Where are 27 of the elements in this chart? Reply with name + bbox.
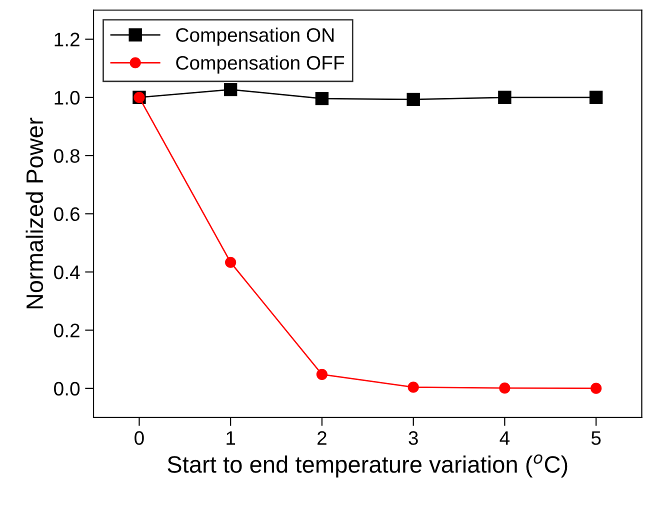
legend-label: Compensation OFF <box>176 55 344 74</box>
legend-label: Compensation ON <box>176 28 334 46</box>
x-tick-label: 5 <box>591 431 601 445</box>
point <box>408 382 419 393</box>
point <box>589 90 603 104</box>
x-tick-label: 2 <box>318 431 326 445</box>
y-axis-title: Normalized Power <box>26 118 44 308</box>
point <box>590 382 602 394</box>
point <box>316 368 328 380</box>
y-tick-label: 1.0 <box>54 90 80 105</box>
x-tick-label: 0 <box>134 431 144 445</box>
y-tick-label: 0.2 <box>54 324 80 338</box>
point <box>498 90 512 104</box>
x-axis-title: Start to end temperature variation ($^{o}$C) <box>168 454 568 478</box>
x-tick-label: 4 <box>500 431 510 445</box>
y-tick-label: 0.8 <box>54 149 80 163</box>
point <box>406 92 420 106</box>
y-tick-label: 1.2 <box>54 32 80 46</box>
x-tick-label: 1 <box>226 431 236 445</box>
point <box>224 82 238 96</box>
point <box>225 256 236 268</box>
x-tick-label: 3 <box>408 431 418 445</box>
y-tick-label: 0.0 <box>54 382 80 396</box>
point <box>499 382 510 394</box>
point <box>315 92 329 106</box>
y-tick-label: 0.6 <box>54 207 80 222</box>
y-tick-label: 0.4 <box>54 265 80 280</box>
